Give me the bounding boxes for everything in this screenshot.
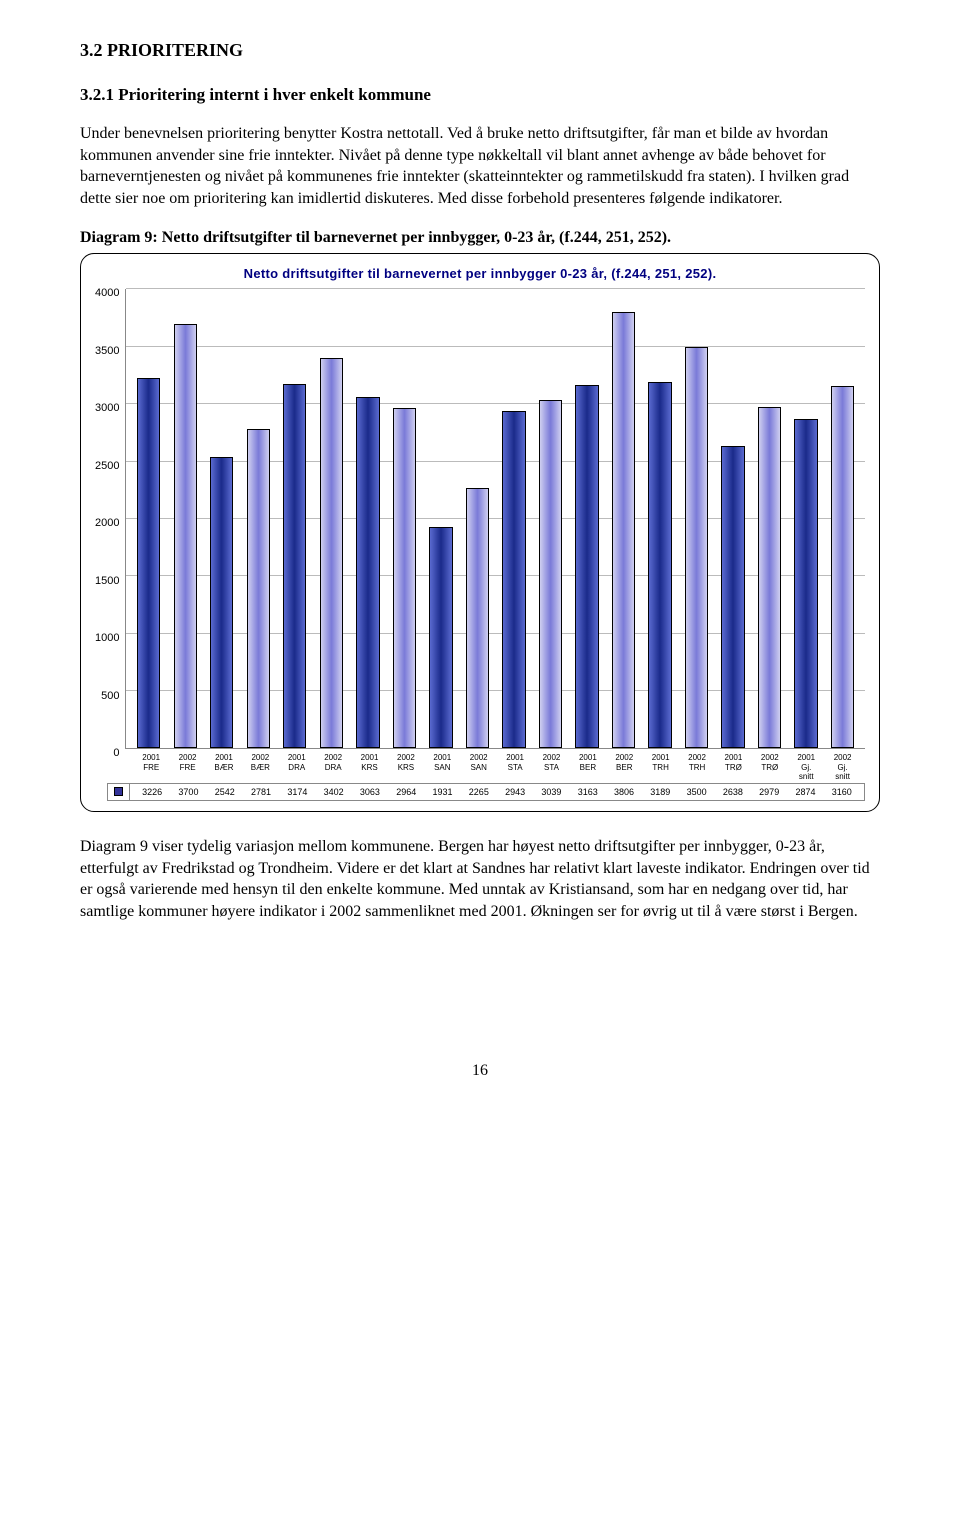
bar: [429, 527, 452, 749]
data-cell: 3189: [649, 787, 672, 797]
x-label: 2001 KRS: [358, 753, 381, 781]
data-row: 3226 3700 2542 2781 3174 3402 3063 2964 1931 2265…: [129, 783, 865, 801]
bar: [794, 419, 817, 749]
x-label: 2001 TRH: [649, 753, 672, 781]
bar: [758, 407, 781, 749]
x-label: 2002 Gj. snitt: [831, 753, 854, 781]
data-cell: 3500: [685, 787, 708, 797]
chart-container: Netto driftsutgifter til barnevernet per…: [80, 253, 880, 812]
x-label: 2001 Gj. snitt: [795, 753, 818, 781]
data-cell: 3039: [540, 787, 563, 797]
data-cell: 3226: [141, 787, 164, 797]
bar: [539, 400, 562, 749]
chart-plot-wrapper: 05001000150020002500300035004000: [95, 289, 865, 749]
data-cell: 2781: [249, 787, 272, 797]
subsection-heading: 3.2.1 Prioritering internt i hver enkelt…: [80, 85, 880, 105]
x-axis-labels: 2001 FRE 2002 FRE 2001 BÆR 2002 BÆR 2001 DRA…: [129, 753, 865, 781]
bar: [356, 397, 379, 748]
bar: [174, 324, 197, 749]
x-label: 2002 STA: [540, 753, 563, 781]
data-cell: 3402: [322, 787, 345, 797]
data-cell: 1931: [431, 787, 454, 797]
data-cell: 2943: [504, 787, 527, 797]
x-label: 2002 TRØ: [758, 753, 781, 781]
x-label: 2002 DRA: [322, 753, 345, 781]
bar: [320, 358, 343, 748]
bar: [721, 446, 744, 749]
bar: [283, 384, 306, 748]
chart-title: Netto driftsutgifter til barnevernet per…: [95, 266, 865, 281]
x-label: 2001 BÆR: [212, 753, 235, 781]
bar: [137, 378, 160, 748]
analysis-paragraph: Diagram 9 viser tydelig variasjon mellom…: [80, 836, 880, 922]
data-cell: 2542: [213, 787, 236, 797]
intro-paragraph: Under benevnelsen prioritering benytter …: [80, 123, 880, 209]
bar: [247, 429, 270, 748]
page-number: 16: [80, 1062, 880, 1080]
bar: [831, 386, 854, 749]
x-label: 2001 BER: [576, 753, 599, 781]
bar: [502, 411, 525, 749]
plot-area: [125, 289, 865, 749]
x-label: 2001 STA: [503, 753, 526, 781]
x-label: 2002 TRH: [685, 753, 708, 781]
data-cell: 2638: [721, 787, 744, 797]
bar: [466, 488, 489, 748]
data-cell: 3700: [177, 787, 200, 797]
x-label: 2002 BÆR: [249, 753, 272, 781]
legend-swatch: [114, 787, 123, 796]
x-label: 2001 DRA: [285, 753, 308, 781]
data-cell: 3806: [612, 787, 635, 797]
x-label: 2001 TRØ: [722, 753, 745, 781]
chart-data-table: 3226 3700 2542 2781 3174 3402 3063 2964 1931 2265…: [107, 783, 865, 801]
section-heading: 3.2 PRIORITERING: [80, 40, 880, 61]
bars-group: [126, 289, 865, 748]
bar: [575, 385, 598, 748]
data-cell: 2265: [467, 787, 490, 797]
bar: [648, 382, 671, 748]
data-cell: 2874: [794, 787, 817, 797]
diagram-caption: Diagram 9: Netto driftsutgifter til barn…: [80, 229, 880, 247]
bar: [685, 347, 708, 749]
x-label: 2002 SAN: [467, 753, 490, 781]
data-cell: 3160: [830, 787, 853, 797]
x-label: 2001 FRE: [140, 753, 163, 781]
x-label: 2002 BER: [613, 753, 636, 781]
data-cell: 2979: [758, 787, 781, 797]
bar: [210, 457, 233, 749]
x-label: 2002 KRS: [394, 753, 417, 781]
data-cell: 3063: [358, 787, 381, 797]
y-axis: 05001000150020002500300035004000: [95, 289, 125, 749]
x-label: 2001 SAN: [431, 753, 454, 781]
bar: [393, 408, 416, 748]
data-cell: 2964: [395, 787, 418, 797]
data-cell: 3163: [576, 787, 599, 797]
x-label: 2002 FRE: [176, 753, 199, 781]
bar: [612, 312, 635, 749]
legend-swatch-cell: [107, 783, 129, 801]
data-cell: 3174: [286, 787, 309, 797]
